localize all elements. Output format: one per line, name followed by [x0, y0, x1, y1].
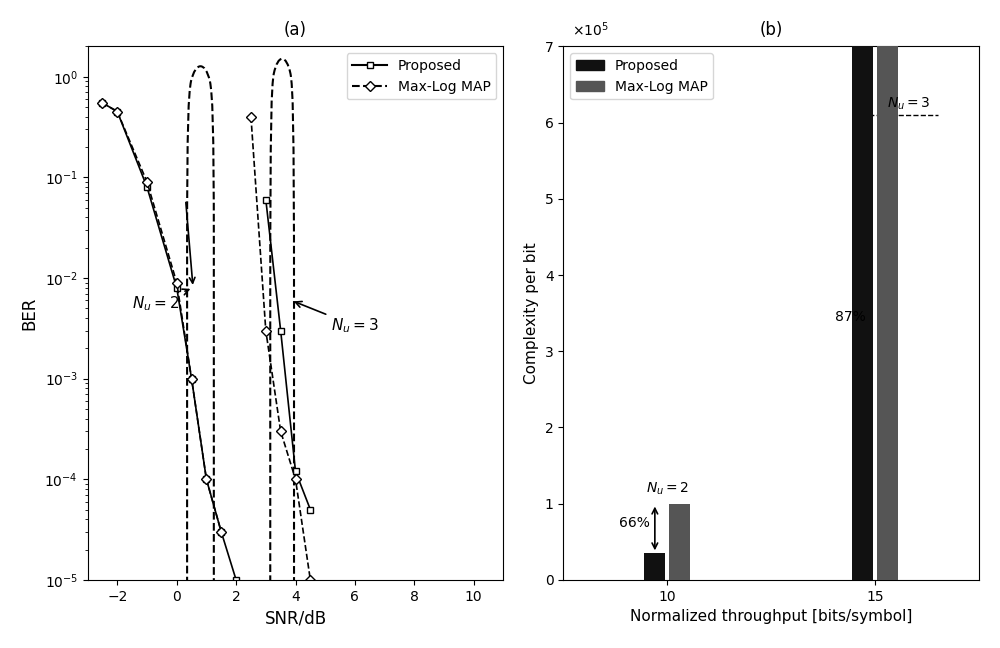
Bar — [644, 553, 665, 580]
Bar — [852, 0, 873, 580]
Text: 87%: 87% — [835, 310, 866, 324]
X-axis label: Normalized throughput [bits/symbol]: Normalized throughput [bits/symbol] — [630, 609, 912, 624]
X-axis label: SNR/dB: SNR/dB — [264, 609, 327, 627]
Text: $N_u = 2$: $N_u = 2$ — [132, 289, 189, 313]
Text: $N_u = 3$: $N_u = 3$ — [295, 301, 379, 335]
Legend: Proposed, Max-Log MAP: Proposed, Max-Log MAP — [570, 53, 713, 99]
Y-axis label: BER: BER — [21, 297, 39, 330]
Text: $\times 10^5$: $\times 10^5$ — [572, 20, 609, 39]
Legend: Proposed, Max-Log MAP: Proposed, Max-Log MAP — [347, 53, 496, 99]
Title: (b): (b) — [760, 21, 783, 40]
Bar — [877, 0, 898, 580]
Text: $N_u = 2$: $N_u = 2$ — [646, 480, 689, 496]
Text: 66%: 66% — [619, 516, 650, 529]
Title: (a): (a) — [284, 21, 307, 40]
Y-axis label: Complexity per bit: Complexity per bit — [524, 242, 539, 384]
Bar — [669, 503, 690, 580]
Text: $N_u = 3$: $N_u = 3$ — [887, 95, 930, 112]
